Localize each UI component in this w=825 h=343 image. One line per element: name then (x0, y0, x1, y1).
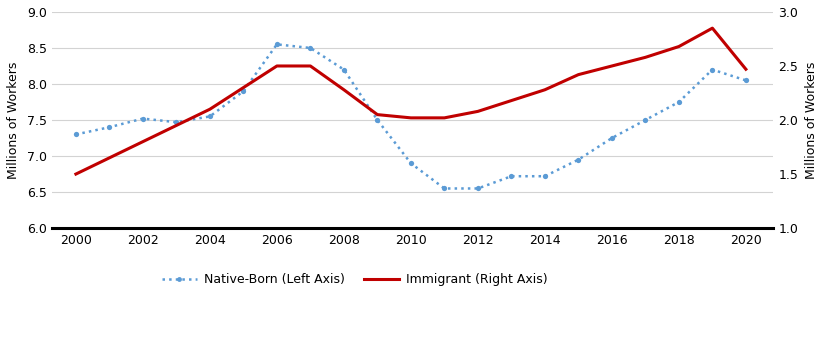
Immigrant (Right Axis) (339, 88, 349, 92)
Native-Born (Left Axis) (406, 161, 416, 165)
Line: Immigrant (Right Axis): Immigrant (Right Axis) (76, 28, 746, 174)
Immigrant (Right Axis) (607, 64, 617, 68)
Native-Born (Left Axis) (507, 174, 516, 178)
Native-Born (Left Axis) (473, 186, 483, 190)
Legend: Native-Born (Left Axis), Immigrant (Right Axis): Native-Born (Left Axis), Immigrant (Righ… (162, 273, 548, 286)
Native-Born (Left Axis) (138, 117, 148, 121)
Native-Born (Left Axis) (305, 46, 315, 50)
Native-Born (Left Axis) (741, 78, 751, 82)
Native-Born (Left Axis) (339, 68, 349, 72)
Immigrant (Right Axis) (105, 156, 115, 160)
Immigrant (Right Axis) (138, 140, 148, 144)
Immigrant (Right Axis) (205, 107, 214, 111)
Native-Born (Left Axis) (205, 114, 214, 118)
Immigrant (Right Axis) (272, 64, 282, 68)
Native-Born (Left Axis) (272, 42, 282, 46)
Native-Born (Left Axis) (607, 136, 617, 140)
Immigrant (Right Axis) (640, 55, 650, 59)
Immigrant (Right Axis) (305, 64, 315, 68)
Line: Native-Born (Left Axis): Native-Born (Left Axis) (73, 42, 748, 191)
Native-Born (Left Axis) (573, 157, 583, 162)
Immigrant (Right Axis) (172, 123, 182, 128)
Immigrant (Right Axis) (372, 113, 382, 117)
Immigrant (Right Axis) (674, 45, 684, 49)
Native-Born (Left Axis) (372, 118, 382, 122)
Immigrant (Right Axis) (540, 88, 549, 92)
Immigrant (Right Axis) (707, 26, 717, 30)
Y-axis label: Millions of Workers: Millions of Workers (805, 61, 818, 179)
Immigrant (Right Axis) (406, 116, 416, 120)
Native-Born (Left Axis) (440, 186, 450, 190)
Immigrant (Right Axis) (440, 116, 450, 120)
Immigrant (Right Axis) (238, 85, 248, 90)
Native-Born (Left Axis) (172, 120, 182, 124)
Native-Born (Left Axis) (540, 174, 549, 178)
Immigrant (Right Axis) (741, 67, 751, 71)
Native-Born (Left Axis) (238, 89, 248, 93)
Immigrant (Right Axis) (71, 172, 81, 176)
Native-Born (Left Axis) (707, 68, 717, 72)
Y-axis label: Millions of Workers: Millions of Workers (7, 61, 20, 179)
Immigrant (Right Axis) (507, 98, 516, 103)
Immigrant (Right Axis) (473, 109, 483, 114)
Native-Born (Left Axis) (71, 132, 81, 137)
Native-Born (Left Axis) (640, 118, 650, 122)
Native-Born (Left Axis) (674, 100, 684, 104)
Native-Born (Left Axis) (105, 125, 115, 129)
Immigrant (Right Axis) (573, 73, 583, 77)
